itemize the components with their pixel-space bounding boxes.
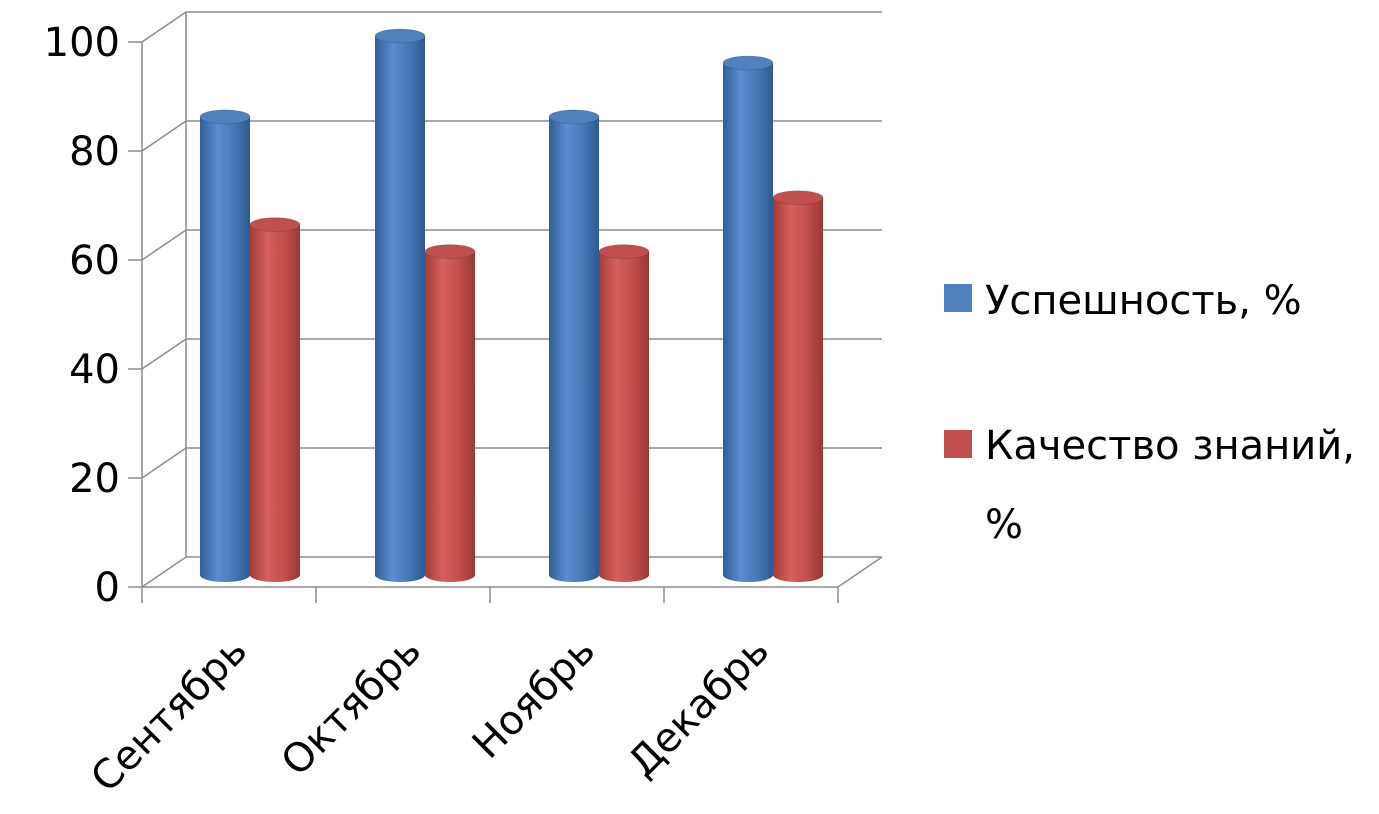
y-tick-labels: 0 20 40 60 80 100 (44, 20, 120, 611)
y-tick-label: 80 (69, 129, 120, 175)
legend-label: Успешность, % (985, 278, 1302, 324)
y-tick-label: 100 (44, 20, 120, 66)
y-tick-label: 20 (69, 456, 120, 502)
x-category-label: Ноябрь (464, 628, 604, 768)
bar (722, 55, 774, 582)
bar (249, 217, 301, 582)
y-tick-label: 40 (69, 347, 120, 393)
legend-swatch (944, 284, 972, 312)
y-tick-label: 0 (95, 565, 120, 611)
legend-label: Качество знаний, % (985, 423, 1368, 548)
bar (772, 190, 824, 582)
gridline (141, 11, 882, 43)
axes (128, 41, 883, 603)
legend-item: Качество знаний, % (944, 423, 1368, 548)
legend-swatch (944, 430, 972, 458)
bars (199, 28, 824, 582)
legend: Успешность, % Качество знаний, % (944, 278, 1368, 548)
x-category-labels: Сентябрь Октябрь Ноябрь Декабрь (82, 628, 778, 802)
x-category-label: Декабрь (620, 628, 779, 787)
bar (374, 28, 426, 582)
gridlines (141, 11, 882, 588)
y-tick-label: 60 (69, 238, 120, 284)
legend-item: Успешность, % (944, 278, 1302, 324)
bar (424, 244, 476, 582)
x-category-label: Октябрь (273, 628, 430, 785)
bar (199, 109, 251, 582)
bar (548, 109, 600, 582)
bar (598, 244, 650, 582)
x-category-label: Сентябрь (82, 628, 256, 802)
